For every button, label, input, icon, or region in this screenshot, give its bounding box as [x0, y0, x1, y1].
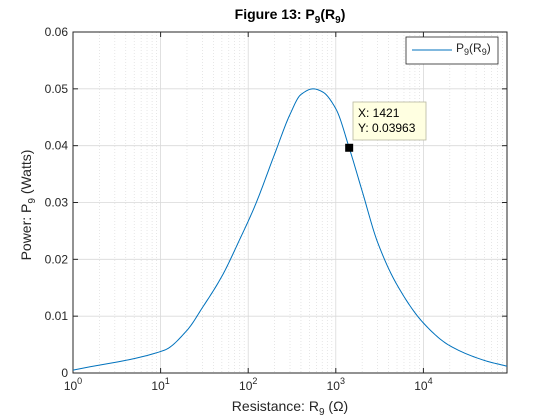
data-tip-x: X: 1421 [358, 106, 400, 120]
x-tick-label: 100 [64, 376, 82, 393]
x-axis-label: Resistance: R9 (Ω) [232, 398, 348, 418]
y-axis-label: Power: P9 (Watts) [18, 150, 38, 261]
axis-ticks [72, 31, 507, 374]
legend: P9(R9) [405, 36, 499, 65]
y-tick-label: 0.04 [45, 139, 69, 153]
data-tip[interactable]: X: 1421 Y: 0.03963 [345, 101, 427, 152]
x-tick-label: 102 [239, 376, 257, 393]
chart-title: Figure 13: P9(R9) [235, 6, 346, 26]
y-tick-label: 0 [61, 366, 68, 380]
data-tip-y: Y: 0.03963 [358, 121, 416, 135]
legend-entry: P9(R9) [456, 41, 491, 57]
series-line-p9 [72, 88, 508, 371]
data-tip-box [352, 101, 427, 141]
y-tick-label: 0.03 [45, 196, 69, 210]
series-lines [72, 88, 508, 371]
data-tip-marker[interactable] [345, 143, 354, 152]
y-tick-label: 0.06 [45, 25, 69, 39]
x-tick-label: 103 [327, 376, 345, 393]
x-tick-label: 104 [414, 376, 432, 393]
y-tick-label: 0.05 [45, 82, 69, 96]
y-tick-labels: 0 0.01 0.02 0.03 0.04 0.05 0.06 [45, 25, 69, 380]
x-tick-labels: 100 101 102 103 104 [64, 376, 433, 393]
y-tick-label: 0.01 [45, 309, 69, 323]
grid-lines [72, 31, 507, 374]
y-tick-label: 0.02 [45, 252, 69, 266]
x-tick-label: 101 [151, 376, 169, 393]
